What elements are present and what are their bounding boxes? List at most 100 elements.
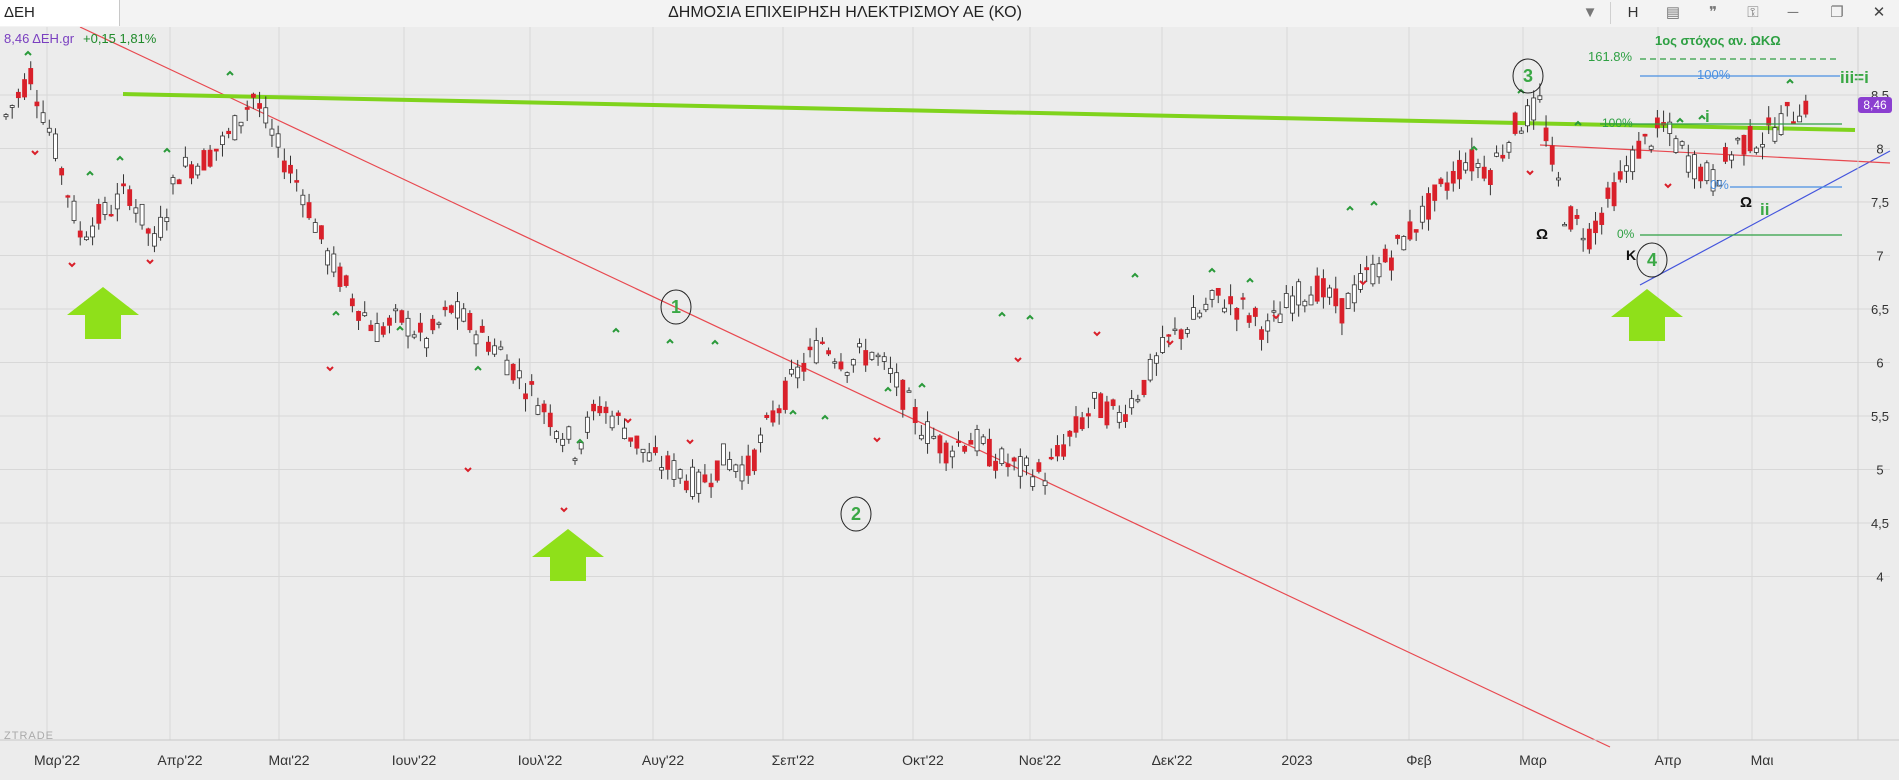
wave-label: ii [1760,200,1769,219]
candle-body [1401,236,1407,251]
candle-body [46,127,52,133]
candle-body [733,464,739,472]
candle-body [1178,329,1184,340]
candle-body [1345,292,1351,309]
swing-high-marker [1786,78,1794,84]
candle-body [411,334,417,338]
candle-body [863,350,869,366]
pattern-label: Κ [1626,247,1636,263]
candle-body [145,228,151,234]
candle-body [1197,312,1203,318]
swing-high-marker [1208,267,1216,273]
candle-body [1413,229,1419,233]
candle-body [102,202,108,215]
buy-arrow-icon [532,529,604,581]
candle-body [1351,284,1357,304]
swing-high-marker [24,50,32,56]
candle-body [1048,456,1054,460]
lock-icon[interactable]: ⚿ [1747,4,1759,21]
chat-icon[interactable]: ❞ [1708,4,1718,21]
swing-high-marker [918,382,926,388]
candle-body [850,359,856,366]
candle-body [121,183,126,187]
pattern-label: Ω [1536,226,1548,243]
candle-body [461,308,467,322]
close-icon[interactable]: ✕ [1872,4,1886,21]
candle-body [65,195,71,198]
candle-body [22,79,27,98]
candle-body [1314,275,1320,302]
candle-body [1147,359,1153,381]
swing-high-marker [1470,145,1478,151]
quote-change: +0,15 1,81% [83,31,157,46]
candle-body [319,225,324,240]
swing-high-marker [86,170,94,176]
candle-body [1172,328,1178,331]
candle-body [250,93,256,98]
candle-body [844,372,850,376]
swing-high-marker [1676,117,1684,123]
candle-body [1580,237,1586,241]
candle-body [1327,287,1332,298]
swing-high-marker [821,414,829,420]
candle-body [34,101,40,107]
chevron-down-icon[interactable]: ▼ [1582,4,1598,21]
quote-price: 8,46 ΔΕΗ.gr [4,31,75,46]
candle-body [306,202,312,219]
upper-channel-line [1539,144,1891,164]
panel-icon[interactable]: ▤ [1665,4,1681,21]
candle-body [622,427,627,439]
swing-low-marker [31,150,39,156]
candle-body [770,410,776,423]
candle-body [1438,178,1444,185]
candle-body [523,393,528,400]
candle-body [467,313,473,331]
swing-high-marker [1131,272,1139,278]
symbol-input[interactable]: ΔΕΗ [0,0,120,26]
candle-body [1271,310,1277,313]
fib-label: 0% [1617,227,1635,241]
swing-low-marker [624,418,632,424]
candle-body [1630,149,1636,173]
candle-body [1698,166,1704,182]
candle-body [275,133,281,148]
candle-body [71,200,77,221]
minimize-icon[interactable]: ─ [1787,4,1799,21]
x-tick-label: Ιουλ'22 [518,752,563,768]
candle-body [195,165,201,176]
candle-body [1215,287,1221,296]
wave-circle [840,496,872,532]
swing-low-marker [1359,280,1367,286]
candle-body [603,406,609,414]
candle-body [1525,105,1530,127]
candle-body [1741,134,1747,155]
candle-body [139,203,145,226]
candle-body [1729,154,1734,161]
candle-body [294,180,300,183]
chart-grid [0,27,1890,740]
period-button[interactable]: H [1627,4,1639,21]
y-tick-label: 6 [1876,356,1883,371]
candle-body [417,322,423,333]
candle-body [1426,193,1431,220]
candle-body [269,128,275,136]
trend-lines [79,27,1891,748]
candle-body [1395,234,1401,239]
candle-body [1537,95,1543,100]
candle-body [937,435,943,454]
candle-body [1135,399,1141,402]
candle-body [1376,263,1382,278]
candle-body [393,308,399,312]
candle-body [3,114,9,118]
candle-body [900,379,906,410]
candle-body [1364,267,1370,271]
swing-low-marker [1166,340,1174,346]
swing-high-marker [1574,120,1582,126]
candle-body [492,345,498,355]
candle-body [1024,457,1029,466]
candle-body [584,416,590,433]
candle-body [918,434,924,440]
restore-icon[interactable]: ❐ [1830,4,1844,21]
